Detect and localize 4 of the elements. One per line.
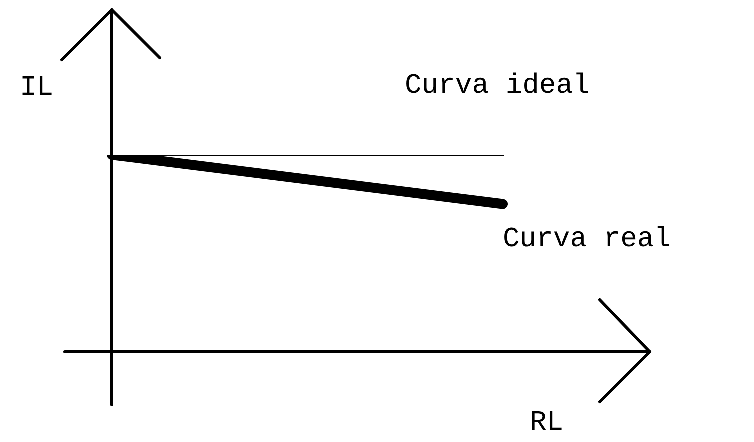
series-label: Curva ideal xyxy=(405,71,590,102)
y-axis-title: IL xyxy=(20,73,54,104)
series-label: Curva real xyxy=(503,224,672,256)
x-axis-title: RL xyxy=(530,408,564,439)
